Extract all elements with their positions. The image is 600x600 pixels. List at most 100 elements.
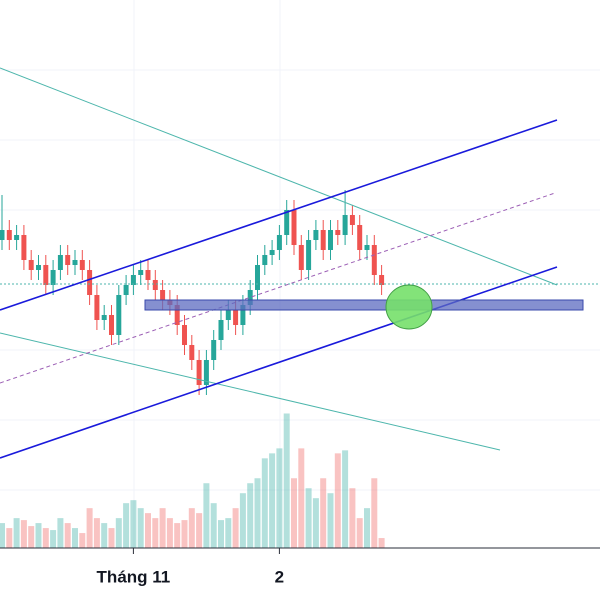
volume-bar <box>42 528 49 548</box>
volume-bar <box>225 518 232 548</box>
grid <box>0 0 600 548</box>
candle-body <box>342 215 348 235</box>
volume-bar <box>20 520 27 548</box>
volume-bar <box>123 503 130 548</box>
candle-body <box>79 260 85 270</box>
volume-bar <box>269 453 276 548</box>
candle-body <box>116 295 122 335</box>
volume-bar <box>334 453 341 548</box>
volume-bar <box>137 508 144 548</box>
volume-bar <box>254 478 261 548</box>
candle-body <box>298 245 304 270</box>
volume-bar <box>13 518 20 548</box>
volume-bar <box>152 518 159 548</box>
volume-bar <box>327 493 334 548</box>
candle-body <box>87 270 93 295</box>
volume-bar <box>320 478 327 548</box>
candle-body <box>123 285 129 295</box>
volume-bar <box>64 523 71 548</box>
volume-bar <box>378 538 385 548</box>
volume-bar <box>232 508 239 548</box>
volume-layer <box>0 413 385 548</box>
candle-body <box>306 240 312 270</box>
volume-bar <box>239 493 246 548</box>
x-axis-labels: Tháng 11 2 <box>97 548 284 586</box>
candle-layer <box>0 190 385 395</box>
candle-body <box>14 235 20 240</box>
volume-bar <box>342 450 349 548</box>
channel-upper <box>0 119 558 311</box>
candle-body <box>357 225 363 250</box>
candle-body <box>94 295 100 320</box>
volume-bar <box>57 518 64 548</box>
volume-bar <box>203 483 210 548</box>
volume-bar <box>35 523 42 548</box>
candle-body <box>152 280 158 290</box>
channel-mid <box>0 192 556 384</box>
volume-bar <box>261 458 268 548</box>
candle-body <box>160 290 166 300</box>
candle-body <box>371 245 377 275</box>
candle-body <box>218 320 224 340</box>
candle-body <box>138 270 144 275</box>
volume-bar <box>86 508 93 548</box>
channel-lower <box>0 266 558 459</box>
candle-body <box>379 275 385 285</box>
candle-body <box>291 210 297 245</box>
volume-bar <box>93 518 100 548</box>
candle-body <box>269 250 275 255</box>
volume-bar <box>108 528 115 548</box>
volume-bar <box>0 523 5 548</box>
trend-line <box>0 67 558 286</box>
candle-body <box>240 305 246 325</box>
candle-body <box>328 230 333 250</box>
volume-bar <box>130 500 137 548</box>
candle-body <box>189 345 195 360</box>
candle-body <box>225 310 231 320</box>
candle-body <box>65 255 71 265</box>
volume-bar <box>174 523 181 548</box>
volume-bar <box>196 513 203 548</box>
candle-body <box>320 230 326 250</box>
candle-body <box>174 305 180 325</box>
candle-body <box>255 265 260 290</box>
volume-bar <box>364 508 370 548</box>
candle-body <box>6 230 12 240</box>
candle-body <box>43 265 49 285</box>
zone <box>144 299 584 311</box>
candle-body <box>145 270 151 280</box>
candle-body <box>101 315 107 320</box>
candle-body <box>72 260 78 265</box>
candle-body <box>276 235 282 250</box>
volume-bar <box>283 413 290 548</box>
volume-bar <box>6 528 13 548</box>
candle-body <box>21 235 27 260</box>
volume-bar <box>166 518 173 548</box>
volume-bar <box>50 530 57 548</box>
candle-body <box>203 360 209 385</box>
volume-bar <box>305 488 312 548</box>
volume-bar <box>79 533 86 548</box>
volume-bar <box>188 508 195 548</box>
candle-body <box>349 215 355 225</box>
volume-bar <box>28 526 35 548</box>
candle-body <box>28 260 34 270</box>
volume-bar <box>276 448 283 548</box>
candle-body <box>313 230 319 240</box>
volume-bar <box>210 503 217 548</box>
candle-body <box>36 265 41 270</box>
volume-bar <box>371 478 378 548</box>
candle-body <box>364 245 370 250</box>
volume-bar <box>145 513 151 548</box>
volume-bar <box>101 523 108 548</box>
volume-bar <box>72 528 78 548</box>
candle-body <box>262 255 268 265</box>
volume-bar <box>181 520 188 548</box>
volume-bar <box>312 498 319 548</box>
volume-bar <box>298 448 305 548</box>
candle-body <box>109 315 114 335</box>
volume-bar <box>218 520 224 548</box>
volume-bar <box>349 488 356 548</box>
candle-body <box>196 360 202 385</box>
